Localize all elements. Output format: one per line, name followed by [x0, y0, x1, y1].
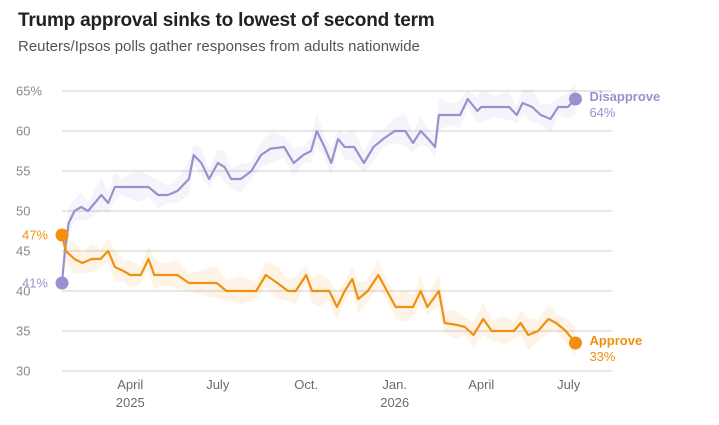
end-value-label-disapprove: 64% [589, 105, 615, 120]
series-band-approve [62, 226, 576, 359]
series-name-approve: Approve [589, 333, 642, 348]
y-tick-label: 40 [16, 284, 30, 299]
x-tick-label: April [117, 377, 143, 392]
series-line-approve [60, 233, 577, 345]
x-tick-label: Oct. [294, 377, 318, 392]
y-tick-label: 30 [16, 364, 30, 379]
x-tick-label: Jan. [382, 377, 407, 392]
series-name-disapprove: Disapprove [589, 89, 660, 104]
x-tick-label: July [557, 377, 581, 392]
start-point-approve [55, 228, 69, 242]
series-lines [55, 92, 582, 350]
x-tick-year-label: 2025 [116, 395, 145, 410]
y-tick-label: 50 [16, 204, 30, 219]
end-point-disapprove [568, 92, 582, 106]
chart-subtitle: Reuters/Ipsos polls gather responses fro… [18, 38, 420, 55]
y-tick-label: 55 [16, 164, 30, 179]
y-tick-label: 60 [16, 124, 30, 139]
grid-lines [62, 90, 612, 372]
uncertainty-bands [62, 82, 576, 359]
y-tick-label: 45 [16, 244, 30, 259]
start-point-disapprove [55, 276, 69, 290]
x-tick-label: July [206, 377, 230, 392]
chart-title: Trump approval sinks to lowest of second… [18, 10, 435, 31]
end-value-label-approve: 33% [589, 349, 615, 364]
chart-labels: 65% 60 55 50 45 40 35 30 April 2025 July Oct. Jan. 20… [16, 84, 660, 411]
x-tick-label: April [468, 377, 494, 392]
end-point-approve [568, 336, 582, 350]
x-tick-year-label: 2026 [380, 395, 409, 410]
start-value-label-approve: 47% [22, 228, 48, 243]
y-tick-label: 65% [16, 84, 42, 99]
start-value-label-disapprove: 41% [22, 276, 48, 291]
series-line-disapprove [60, 97, 577, 285]
y-tick-label: 35 [16, 324, 30, 339]
